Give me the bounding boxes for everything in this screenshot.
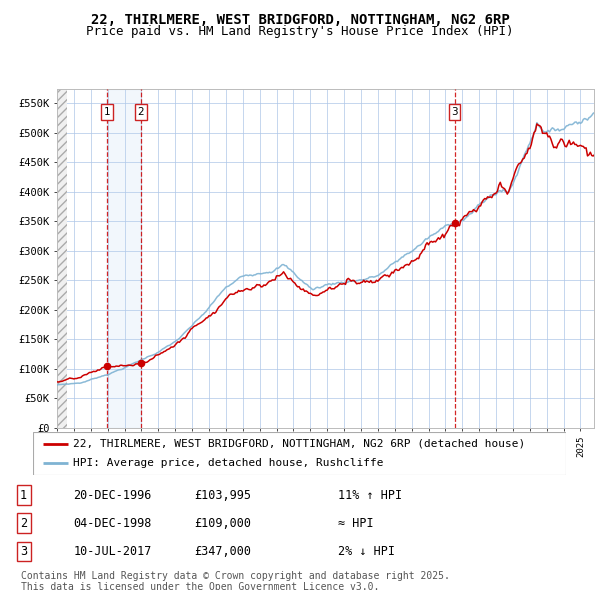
Text: 3: 3: [20, 545, 27, 558]
Text: 2: 2: [137, 107, 144, 117]
Text: 1: 1: [104, 107, 110, 117]
Text: 20-DEC-1996: 20-DEC-1996: [74, 489, 152, 502]
Text: 04-DEC-1998: 04-DEC-1998: [74, 517, 152, 530]
Text: 2: 2: [20, 517, 27, 530]
Text: Contains HM Land Registry data © Crown copyright and database right 2025.
This d: Contains HM Land Registry data © Crown c…: [21, 571, 450, 590]
Text: 22, THIRLMERE, WEST BRIDGFORD, NOTTINGHAM, NG2 6RP (detached house): 22, THIRLMERE, WEST BRIDGFORD, NOTTINGHA…: [73, 439, 525, 449]
Bar: [57, 88, 67, 428]
Text: HPI: Average price, detached house, Rushcliffe: HPI: Average price, detached house, Rush…: [73, 458, 383, 468]
Text: 3: 3: [451, 107, 458, 117]
Text: Price paid vs. HM Land Registry's House Price Index (HPI): Price paid vs. HM Land Registry's House …: [86, 25, 514, 38]
Text: £109,000: £109,000: [194, 517, 251, 530]
Text: £347,000: £347,000: [194, 545, 251, 558]
Text: 11% ↑ HPI: 11% ↑ HPI: [338, 489, 403, 502]
Text: 1: 1: [20, 489, 27, 502]
Text: 22, THIRLMERE, WEST BRIDGFORD, NOTTINGHAM, NG2 6RP: 22, THIRLMERE, WEST BRIDGFORD, NOTTINGHA…: [91, 13, 509, 27]
Text: £103,995: £103,995: [194, 489, 251, 502]
Text: 2% ↓ HPI: 2% ↓ HPI: [338, 545, 395, 558]
FancyBboxPatch shape: [33, 432, 566, 475]
Text: ≈ HPI: ≈ HPI: [338, 517, 374, 530]
Text: 10-JUL-2017: 10-JUL-2017: [74, 545, 152, 558]
Bar: [107, 88, 141, 428]
